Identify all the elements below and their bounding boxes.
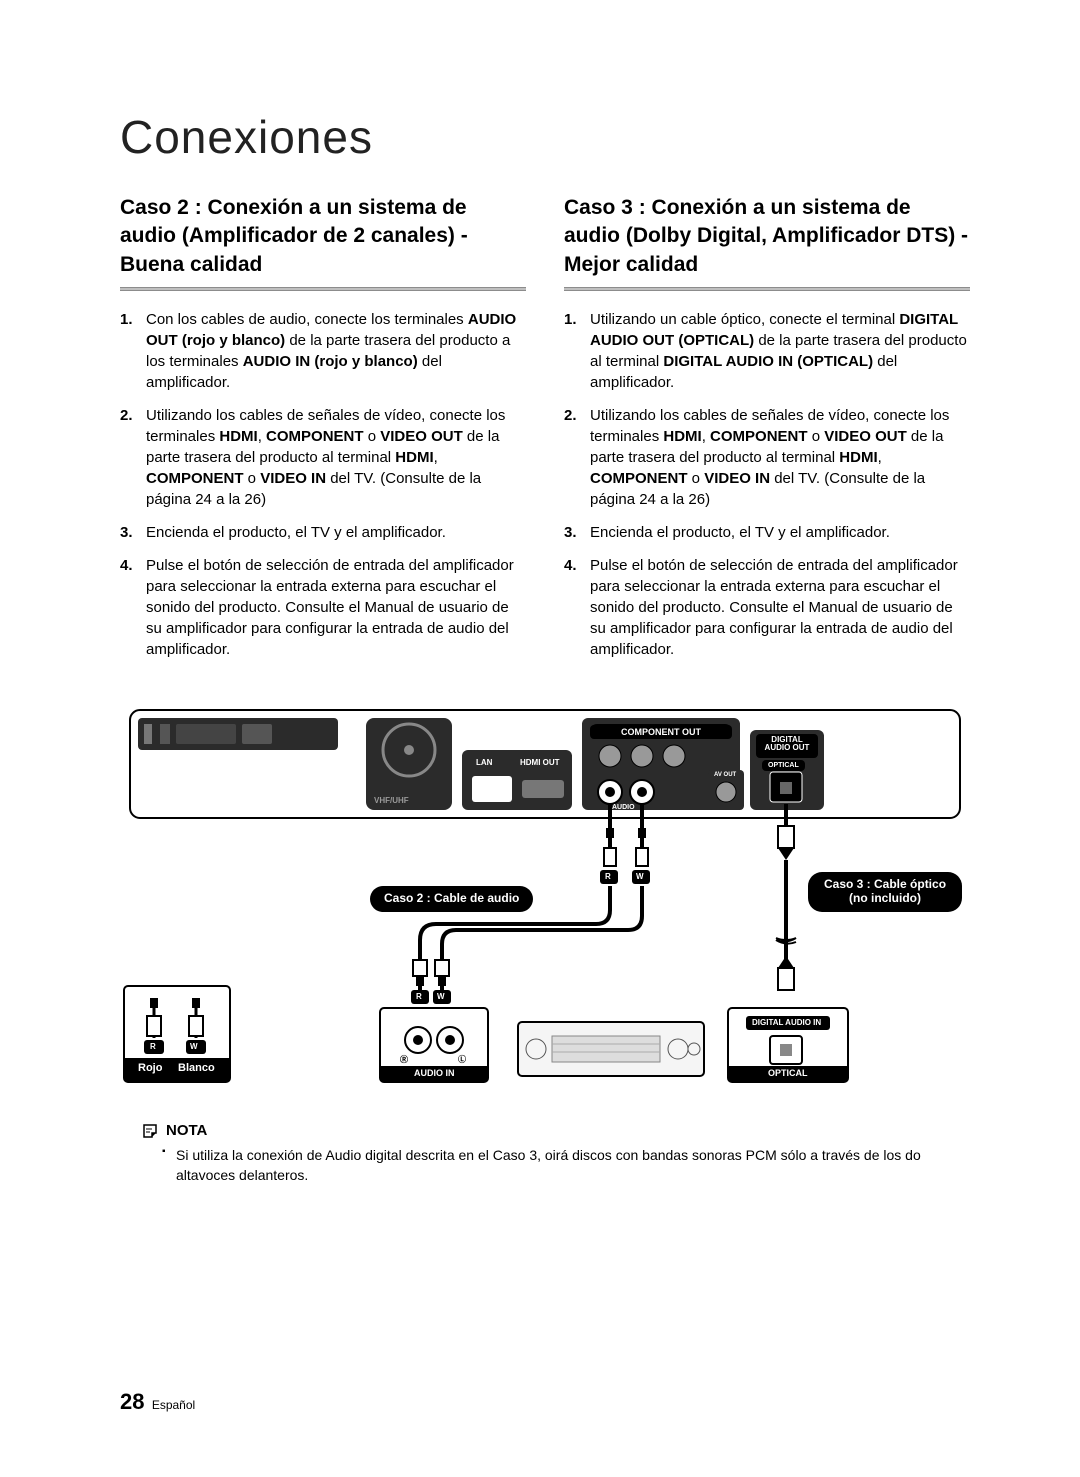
hdmi-out-label: HDMI OUT bbox=[520, 758, 560, 767]
step: Utilizando los cables de señales de víde… bbox=[120, 405, 526, 510]
note-item: Si utiliza la conexión de Audio digital … bbox=[162, 1145, 970, 1186]
w-chip-amp: W bbox=[437, 992, 445, 1001]
component-out-label: COMPONENT OUT bbox=[590, 725, 732, 739]
right-column: Caso 3 : Conexión a un sistema de audio … bbox=[564, 194, 970, 672]
r-chip-amp: R bbox=[416, 992, 422, 1001]
rule bbox=[564, 287, 970, 291]
step: Pulse el botón de selección de entrada d… bbox=[564, 555, 970, 660]
left-column: Caso 2 : Conexión a un sistema de audio … bbox=[120, 194, 526, 672]
step: Utilizando un cable óptico, conecte el t… bbox=[564, 309, 970, 393]
rojo-label-white: Rojo bbox=[138, 1062, 162, 1074]
digital-audio-in-label: DIGITAL AUDIO IN bbox=[752, 1018, 821, 1027]
connection-diagram: COMPONENT OUT DIGITAL AUDIO OUT OPTICAL … bbox=[120, 700, 970, 1100]
caso2-heading: Caso 2 : Conexión a un sistema de audio … bbox=[120, 194, 526, 279]
caso3-pill-line1: Caso 3 : Cable óptico bbox=[824, 877, 946, 891]
caso2-pill: Caso 2 : Cable de audio bbox=[370, 886, 533, 912]
note-heading: NOTA bbox=[166, 1122, 207, 1139]
caso2-steps: Con los cables de audio, conecte los ter… bbox=[120, 309, 526, 660]
r-chip-key: R bbox=[150, 1042, 156, 1051]
page-title: Conexiones bbox=[120, 110, 970, 164]
blanco-label-white: Blanco bbox=[178, 1062, 215, 1074]
lan-label: LAN bbox=[476, 758, 492, 767]
optical-in-label: OPTICAL bbox=[768, 1068, 808, 1078]
av-out-label: AV OUT bbox=[714, 772, 736, 778]
step: Encienda el producto, el TV y el amplifi… bbox=[564, 522, 970, 543]
caso3-heading: Caso 3 : Conexión a un sistema de audio … bbox=[564, 194, 970, 279]
l-circ: Ⓛ bbox=[458, 1054, 466, 1065]
step: Pulse el botón de selección de entrada d… bbox=[120, 555, 526, 660]
audio-in-label: AUDIO IN bbox=[414, 1068, 455, 1078]
step: Utilizando los cables de señales de víde… bbox=[564, 405, 970, 510]
caso3-steps: Utilizando un cable óptico, conecte el t… bbox=[564, 309, 970, 660]
audio-label: AUDIO bbox=[612, 804, 635, 811]
w-chip: W bbox=[636, 872, 644, 881]
r-circ: Ⓡ bbox=[400, 1054, 408, 1065]
note-icon bbox=[142, 1123, 158, 1139]
w-chip-key: W bbox=[190, 1042, 198, 1051]
page-number: 28 bbox=[120, 1389, 144, 1414]
note-block: NOTA Si utiliza la conexión de Audio dig… bbox=[120, 1122, 970, 1186]
optical-label: OPTICAL bbox=[762, 760, 805, 771]
step: Con los cables de audio, conecte los ter… bbox=[120, 309, 526, 393]
vhf-uhf-label: VHF/UHF bbox=[374, 796, 409, 805]
page-footer: 28 Español bbox=[120, 1389, 195, 1415]
caso3-pill-line2: (no incluido) bbox=[849, 891, 921, 905]
digital-audio-out-label: DIGITAL AUDIO OUT bbox=[758, 736, 816, 753]
page-lang: Español bbox=[152, 1398, 195, 1412]
rule bbox=[120, 287, 526, 291]
r-chip: R bbox=[605, 872, 611, 881]
caso3-pill: Caso 3 : Cable óptico (no incluido) bbox=[808, 872, 962, 912]
step: Encienda el producto, el TV y el amplifi… bbox=[120, 522, 526, 543]
